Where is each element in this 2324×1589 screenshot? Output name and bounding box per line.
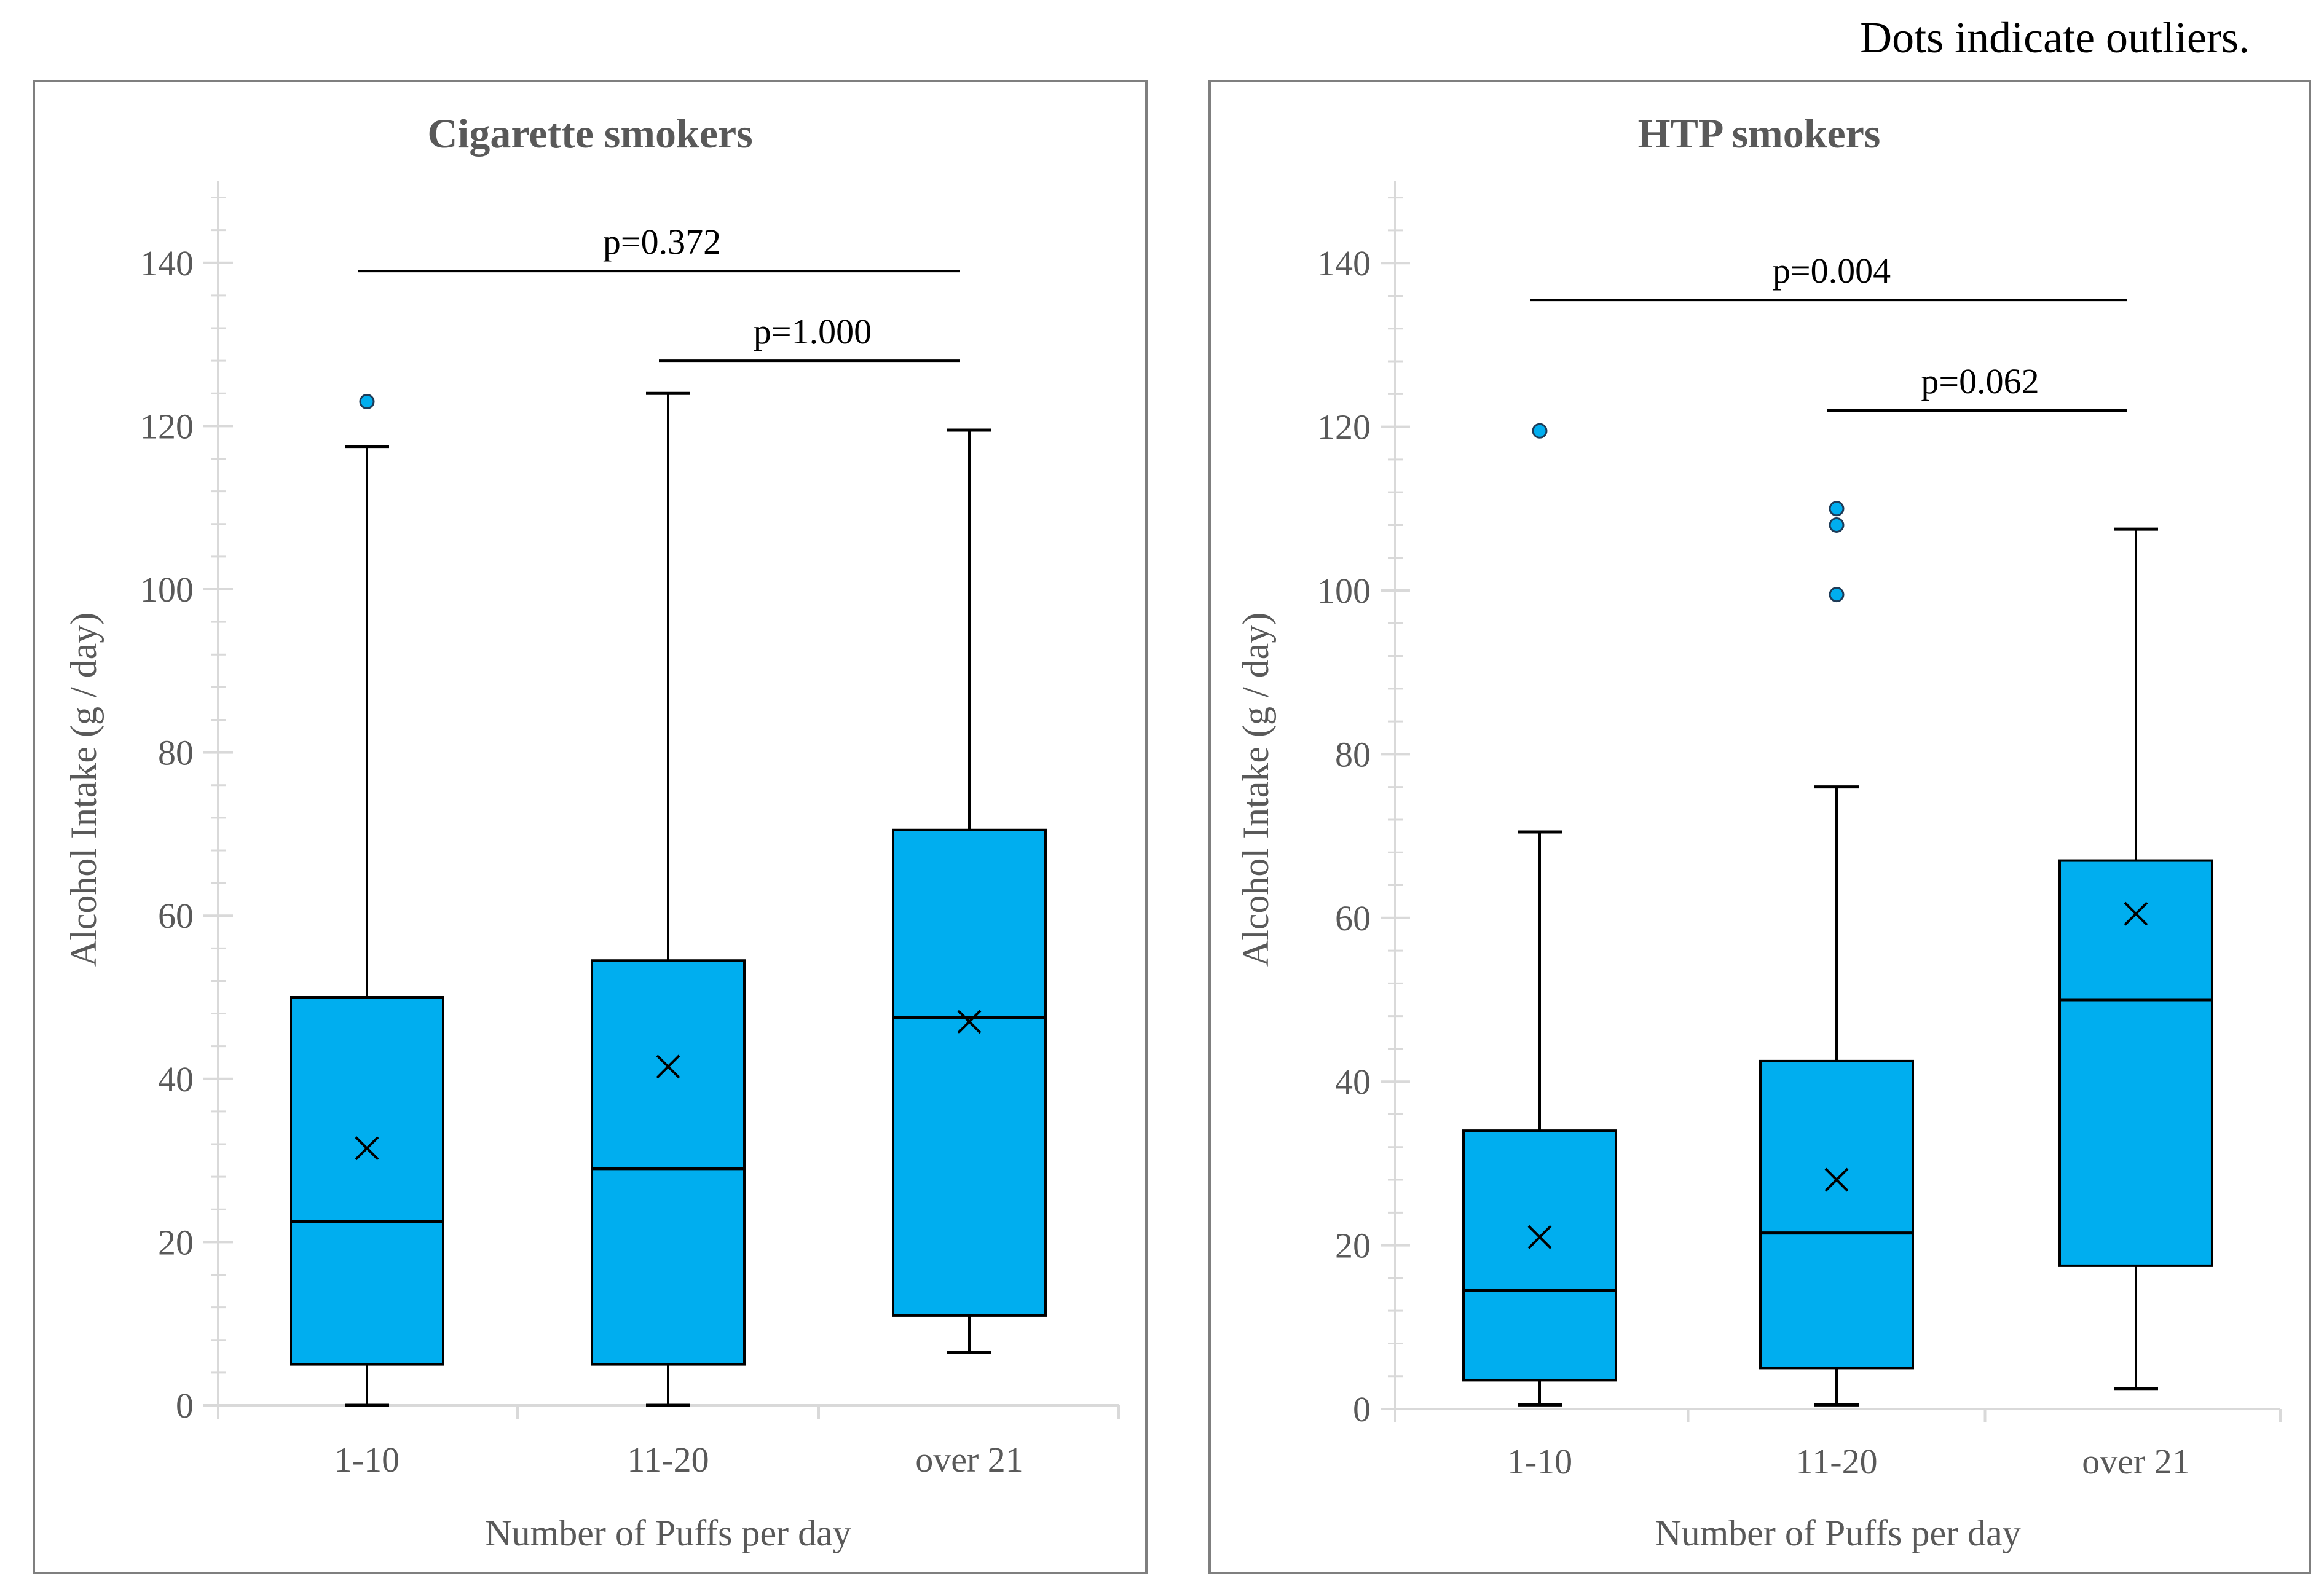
panel-title: HTP smokers <box>1638 110 1881 157</box>
mean-marker <box>355 1136 379 1161</box>
y-tick-label: 120 <box>140 406 194 446</box>
mean-marker <box>2124 901 2148 926</box>
y-tick-label: 40 <box>158 1059 194 1099</box>
y-tick-label: 60 <box>158 896 194 936</box>
x-axis-label: Number of Puffs per day <box>485 1513 851 1553</box>
y-tick-label: 60 <box>1335 898 1371 938</box>
box-iqr <box>2058 859 2213 1267</box>
panel-cigarette-smokers: Cigarette smokers 0 20 40 60 80 100 120 140 1-10… <box>33 80 1148 1574</box>
y-tick-label: 40 <box>1335 1062 1371 1102</box>
p-value-label: p=1.000 <box>754 312 872 351</box>
y-tick-label: 80 <box>158 733 194 773</box>
plot-area: 0 20 40 60 80 100 120 140 1-10 11-20 over 21 p=0.00… <box>1317 181 2282 1481</box>
y-tick-label: 20 <box>1335 1226 1371 1266</box>
y-tick-label: 140 <box>140 243 194 283</box>
x-axis-label: Number of Puffs per day <box>1655 1513 2020 1553</box>
box-iqr <box>290 996 444 1366</box>
x-tick-label: 11-20 <box>1795 1442 1877 1481</box>
box-iqr <box>892 828 1047 1317</box>
x-tick-label: 1-10 <box>334 1440 400 1480</box>
outlier-point <box>1829 501 1845 517</box>
mean-marker <box>656 1054 680 1079</box>
y-tick-label: 0 <box>1353 1389 1371 1429</box>
y-axis-label: Alcohol Intake (g / day) <box>1235 613 1276 967</box>
x-tick-label: over 21 <box>915 1440 1023 1480</box>
mean-marker <box>957 1010 982 1034</box>
panel-title: Cigarette smokers <box>427 110 752 157</box>
outlier-point <box>1532 423 1548 439</box>
x-tick-label: 11-20 <box>627 1440 709 1480</box>
panel-frame <box>33 80 1148 1574</box>
box-iqr <box>591 959 746 1366</box>
y-tick-label: 20 <box>158 1222 194 1262</box>
x-tick-label: 1-10 <box>1507 1442 1572 1481</box>
y-tick-label: 120 <box>1317 407 1371 447</box>
panel-htp-smokers: HTP smokers 0 20 40 60 80 100 120 140 1-10 11-20 o… <box>1208 80 2311 1574</box>
p-value-label: p=0.004 <box>1773 251 1891 291</box>
outlier-point <box>1829 587 1845 603</box>
p-value-label: p=0.062 <box>1921 361 2039 401</box>
outlier-point <box>1829 517 1845 533</box>
outlier-point <box>359 394 375 410</box>
y-tick-label: 140 <box>1317 243 1371 283</box>
box-iqr <box>1462 1129 1617 1382</box>
y-tick-label: 100 <box>1317 571 1371 611</box>
panel-frame <box>1208 80 2311 1574</box>
mean-marker <box>1527 1225 1552 1249</box>
outlier-note: Dots indicate outliers. <box>1860 13 2250 62</box>
y-axis-label: Alcohol Intake (g / day) <box>63 613 104 967</box>
y-tick-label: 100 <box>140 570 194 610</box>
x-tick-label: over 21 <box>2082 1442 2190 1481</box>
p-value-label: p=0.372 <box>603 222 721 262</box>
box-iqr <box>1759 1059 1914 1370</box>
plot-area: 0 20 40 60 80 100 120 140 1-10 11-20 over 21 p=0.37… <box>140 181 1120 1480</box>
mean-marker <box>1824 1167 1849 1192</box>
y-tick-label: 80 <box>1335 734 1371 774</box>
y-tick-label: 0 <box>176 1386 194 1426</box>
